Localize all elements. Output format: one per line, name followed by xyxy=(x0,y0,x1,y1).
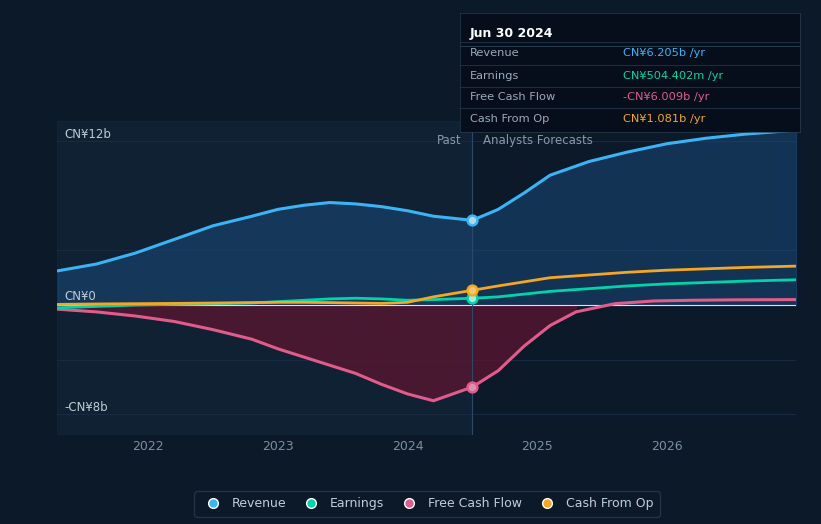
Text: Jun 30 2024: Jun 30 2024 xyxy=(470,27,553,40)
Text: Free Cash Flow: Free Cash Flow xyxy=(470,92,555,102)
Text: Cash From Op: Cash From Op xyxy=(470,114,549,124)
Text: Past: Past xyxy=(438,134,462,147)
Text: CN¥1.081b /yr: CN¥1.081b /yr xyxy=(623,114,706,124)
Text: -CN¥6.009b /yr: -CN¥6.009b /yr xyxy=(623,92,709,102)
Bar xyxy=(57,121,472,435)
Text: CN¥12b: CN¥12b xyxy=(64,128,111,141)
Legend: Revenue, Earnings, Free Cash Flow, Cash From Op: Revenue, Earnings, Free Cash Flow, Cash … xyxy=(195,491,659,517)
Text: -CN¥8b: -CN¥8b xyxy=(64,401,108,414)
Text: CN¥0: CN¥0 xyxy=(64,290,96,303)
Text: CN¥504.402m /yr: CN¥504.402m /yr xyxy=(623,71,723,81)
Text: Earnings: Earnings xyxy=(470,71,520,81)
Text: Revenue: Revenue xyxy=(470,48,520,58)
Text: Analysts Forecasts: Analysts Forecasts xyxy=(483,134,593,147)
Text: CN¥6.205b /yr: CN¥6.205b /yr xyxy=(623,48,705,58)
